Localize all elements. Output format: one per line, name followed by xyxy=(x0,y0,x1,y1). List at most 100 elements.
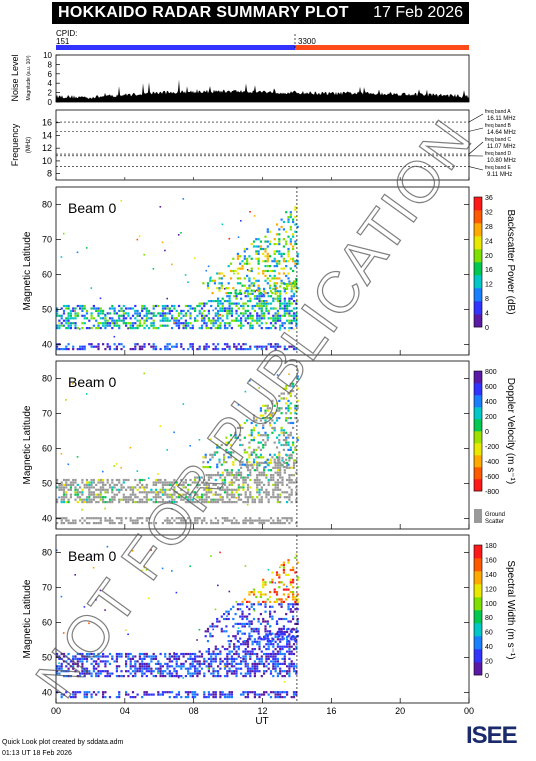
range-cell xyxy=(292,284,295,287)
range-cell xyxy=(269,625,272,628)
range-cell xyxy=(97,322,100,325)
range-cell xyxy=(177,496,181,499)
range-cell xyxy=(285,598,288,601)
range-cell xyxy=(283,471,286,474)
range-cell xyxy=(296,603,299,606)
range-cell xyxy=(266,620,269,623)
range-cell xyxy=(113,309,116,312)
range-cell xyxy=(226,665,229,668)
range-cell xyxy=(240,662,243,665)
range-cell xyxy=(218,458,221,461)
range-cell xyxy=(90,491,93,494)
range-cell xyxy=(209,277,212,280)
range-cell xyxy=(62,675,66,678)
range-cell xyxy=(257,260,260,263)
range-cell xyxy=(76,251,79,254)
range-cell xyxy=(143,496,146,499)
range-cell xyxy=(265,496,268,499)
range-cell xyxy=(278,434,281,437)
range-cell xyxy=(131,670,135,673)
range-cell xyxy=(287,561,290,564)
range-cell xyxy=(264,404,267,407)
range-cell xyxy=(216,451,219,454)
range-cell xyxy=(182,493,185,496)
range-cell xyxy=(244,696,247,699)
range-cell xyxy=(168,501,171,504)
range-cell xyxy=(108,307,112,310)
range-cell xyxy=(242,640,245,643)
range-cell xyxy=(81,481,84,484)
range-cell xyxy=(252,463,256,466)
range-cell xyxy=(269,476,273,479)
range-cell xyxy=(74,486,77,489)
range-cell xyxy=(182,652,185,656)
range-cell xyxy=(198,517,201,520)
range-cell xyxy=(243,255,246,258)
range-cell xyxy=(273,404,276,407)
range-cell xyxy=(74,307,77,310)
range-cell xyxy=(171,345,174,348)
range-cell xyxy=(253,481,256,484)
range-cell xyxy=(220,272,223,275)
range-cell xyxy=(274,696,277,699)
range-cell xyxy=(271,412,274,415)
range-cell xyxy=(237,483,240,486)
range-cell xyxy=(249,474,252,477)
range-cell xyxy=(206,466,210,469)
range-cell xyxy=(273,252,276,255)
range-cell xyxy=(236,640,239,643)
range-cell xyxy=(60,314,63,317)
range-cell xyxy=(171,691,174,694)
range-cell xyxy=(278,458,281,461)
range-cell xyxy=(250,257,253,260)
range-cell xyxy=(159,501,162,504)
range-cell xyxy=(214,517,217,520)
range-cell xyxy=(258,297,261,300)
range-cell xyxy=(296,561,299,564)
range-cell xyxy=(292,319,296,322)
range-cell xyxy=(260,302,263,305)
range-cell xyxy=(141,478,144,482)
range-cell xyxy=(56,672,59,675)
panel-ytick-label: 50 xyxy=(42,305,52,315)
range-cell xyxy=(166,501,169,504)
range-cell xyxy=(182,486,185,489)
range-cell xyxy=(246,665,250,668)
range-cell xyxy=(271,269,274,273)
range-cell xyxy=(229,439,233,442)
range-cell xyxy=(244,522,247,525)
range-cell xyxy=(276,635,279,638)
range-cell xyxy=(264,625,267,628)
range-cell xyxy=(290,493,293,496)
range-cell xyxy=(180,232,182,234)
range-cell xyxy=(283,680,286,683)
range-cell xyxy=(150,322,153,325)
range-cell xyxy=(260,675,263,678)
range-cell xyxy=(260,662,263,665)
range-cell xyxy=(168,672,171,675)
range-cell xyxy=(111,317,114,320)
range-cell xyxy=(219,675,222,678)
range-cell xyxy=(286,464,289,467)
beam-label: Beam 0 xyxy=(68,548,116,564)
range-cell xyxy=(164,317,167,320)
range-cell xyxy=(263,474,266,477)
range-cell xyxy=(205,498,208,501)
range-cell xyxy=(266,635,269,638)
range-cell xyxy=(295,648,298,651)
range-cell xyxy=(295,478,298,482)
range-cell xyxy=(263,290,266,293)
range-cell xyxy=(276,660,279,663)
range-cell xyxy=(286,672,289,675)
range-cell xyxy=(221,660,224,663)
range-cell xyxy=(292,247,295,251)
range-cell xyxy=(256,665,259,668)
range-cell xyxy=(223,675,227,678)
range-cell xyxy=(161,481,164,484)
range-cell xyxy=(164,662,167,665)
range-cell xyxy=(134,660,137,663)
range-cell xyxy=(212,498,215,501)
range-cell xyxy=(265,633,268,636)
range-cell xyxy=(219,693,222,696)
range-cell xyxy=(65,478,68,482)
